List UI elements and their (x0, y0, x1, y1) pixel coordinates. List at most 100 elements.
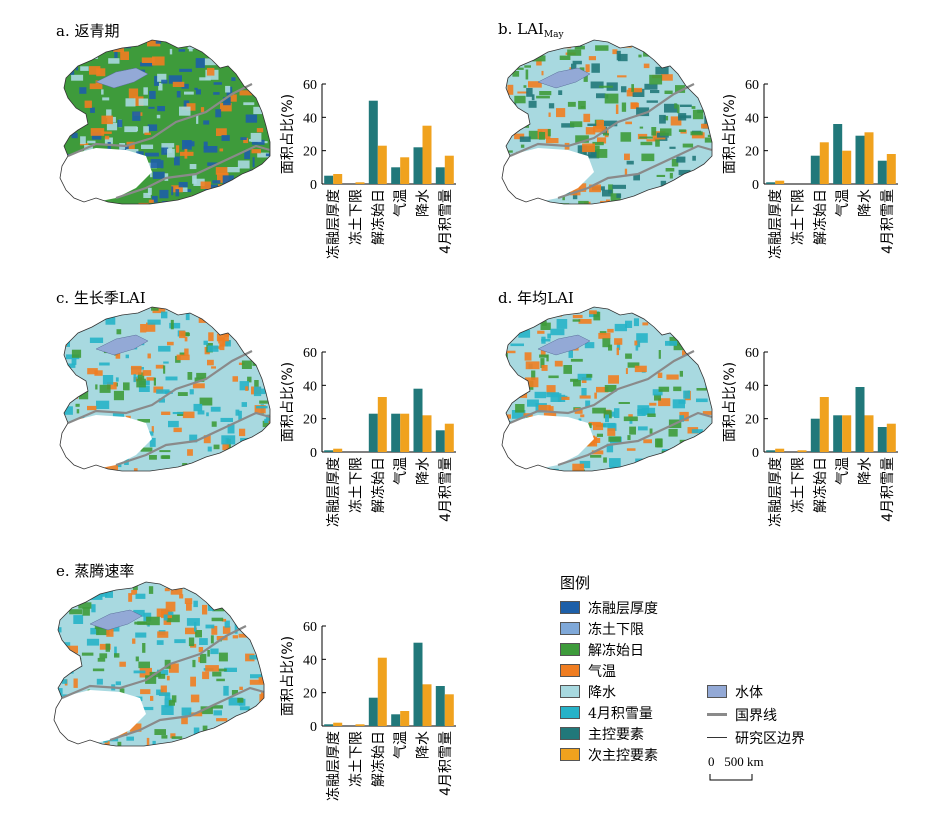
legend-extra: 水体 国界线 研究区边界 (707, 680, 805, 749)
bar-b-4-0 (855, 135, 865, 184)
map-d-water (537, 334, 591, 356)
x-tick-label: 解冻始日 (370, 731, 387, 787)
x-tick-label: 冻融层厚度 (767, 457, 784, 527)
bar-c-5-0 (435, 430, 445, 452)
x-tick-label: 气温 (393, 457, 409, 485)
x-tick-label: 冻土下限 (348, 189, 365, 245)
bar-d-2-1 (819, 397, 829, 452)
bar-e-1-1 (355, 724, 365, 726)
x-tick-label: 气温 (393, 731, 409, 759)
x-tick-label: 4月积雪量 (438, 731, 454, 796)
legend-label: 次主控要素 (588, 747, 658, 764)
scale-bar-label: 0 500 km (708, 754, 764, 769)
x-tick-label: 降水 (416, 457, 432, 485)
y-tick-label: 40 (745, 111, 759, 126)
y-tick-label: 60 (745, 346, 759, 361)
bar-b-2-0 (810, 155, 820, 184)
bar-e-3-0 (391, 714, 401, 726)
x-tick-label: 冻融层厚度 (325, 457, 342, 527)
bar-c-0-1 (333, 448, 343, 452)
bar-b-5-1 (886, 154, 896, 184)
bar-d-5-1 (886, 423, 896, 452)
x-tick-label: 4月积雪量 (438, 457, 454, 522)
x-tick-label: 冻融层厚度 (325, 189, 342, 259)
map-b-border (509, 83, 713, 200)
x-tick-label: 4月积雪量 (438, 189, 454, 254)
legend-label: 冻土下限 (588, 621, 644, 638)
bar-e-4-0 (413, 642, 423, 726)
bar-chart-b: 0 20 40 60 面积占比(%) 冻融层厚度 冻土下限 解冻始日 气温 降水 4月积雪量 (722, 78, 898, 259)
bar-a-5-0 (435, 167, 445, 184)
y-tick-label: 0 (310, 446, 317, 461)
panel-title-a-text: a. 返青期 (56, 22, 120, 40)
x-tick-label: 气温 (835, 457, 851, 485)
y-tick-label: 20 (745, 145, 759, 160)
bar-a-0-0 (324, 175, 334, 184)
bar-d-2-0 (810, 418, 820, 452)
bar-c-2-1 (377, 397, 387, 452)
legend-item: 4月积雪量 (560, 702, 658, 723)
bar-b-4-1 (864, 132, 874, 184)
legend-label: 降水 (588, 684, 616, 701)
bar-d-0-0 (766, 450, 776, 452)
map-d-border (509, 350, 713, 467)
legend: 图例 冻融层厚度 冻土下限 解冻始日 气温 降水 4月积雪量 主控要素 次主控要素 (560, 572, 658, 765)
bar-e-5-1 (444, 694, 454, 726)
x-tick-label: 降水 (858, 457, 874, 485)
scale-bar-line (709, 774, 753, 781)
x-tick-label: 气温 (835, 189, 851, 217)
bar-a-4-1 (422, 125, 432, 184)
bar-c-0-0 (324, 450, 334, 452)
x-tick-label: 冻土下限 (790, 457, 807, 513)
legend-extra-item: 国界线 (707, 703, 805, 726)
bar-d-3-0 (833, 415, 843, 452)
legend-swatch (560, 601, 580, 614)
y-tick-label: 60 (303, 620, 317, 635)
panel-title-a: a. 返青期 (56, 20, 119, 41)
legend-swatch (560, 706, 580, 719)
y-axis-label: 面积占比(%) (280, 94, 296, 174)
legend-swatch (560, 643, 580, 656)
bar-e-0-1 (333, 722, 343, 726)
bar-e-5-0 (435, 686, 445, 726)
legend-extra-label: 水体 (735, 684, 763, 701)
y-tick-label: 0 (752, 178, 759, 193)
bar-b-3-1 (842, 150, 852, 184)
bar-c-3-1 (400, 413, 410, 452)
bar-d-0-1 (775, 448, 785, 452)
legend-label: 气温 (588, 663, 616, 680)
bar-e-3-1 (400, 711, 410, 726)
x-tick-label: 4月积雪量 (880, 189, 896, 254)
map-e (53, 581, 265, 747)
x-tick-label: 4月积雪量 (880, 457, 896, 522)
y-tick-label: 40 (303, 379, 317, 394)
legend-item: 气温 (560, 660, 658, 681)
legend-item: 次主控要素 (560, 744, 658, 765)
legend-swatch (560, 622, 580, 635)
map-b-water (537, 67, 591, 89)
map-c-border (67, 350, 271, 467)
legend-swatch (560, 727, 580, 740)
bar-d-4-0 (855, 387, 865, 452)
bar-chart-c: 0 20 40 60 面积占比(%) 冻融层厚度 冻土下限 解冻始日 气温 降水 4月积雪量 (280, 346, 456, 527)
map-b (501, 39, 713, 205)
y-tick-label: 60 (303, 78, 317, 93)
scale-bar: 0 500 km (708, 754, 768, 786)
bar-c-2-0 (368, 413, 378, 452)
legend-extra-item: 水体 (707, 680, 805, 703)
bar-d-5-0 (877, 427, 887, 452)
y-axis-label: 面积占比(%) (280, 362, 296, 442)
panel-title-b-text: b. LAI (498, 20, 544, 38)
legend-item: 解冻始日 (560, 639, 658, 660)
legend-label: 主控要素 (588, 726, 644, 743)
bar-chart-d: 0 20 40 60 面积占比(%) 冻融层厚度 冻土下限 解冻始日 气温 降水 4月积雪量 (722, 346, 898, 527)
bar-b-0-1 (775, 180, 785, 184)
bar-b-0-0 (766, 182, 776, 184)
bar-a-5-1 (444, 155, 454, 184)
y-tick-label: 60 (745, 78, 759, 93)
panel-title-c-text: c. 生长季LAI (56, 289, 146, 307)
x-tick-label: 冻融层厚度 (767, 189, 784, 259)
y-tick-label: 20 (745, 413, 759, 428)
panel-title-e-text: e. 蒸腾速率 (56, 562, 135, 580)
